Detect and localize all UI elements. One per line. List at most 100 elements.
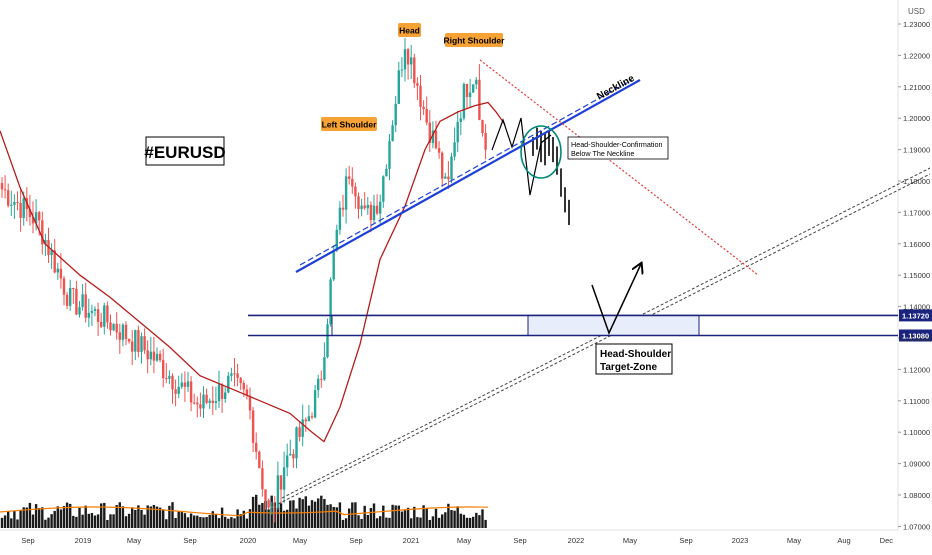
volume-bar <box>137 505 140 528</box>
candle-body <box>348 176 351 179</box>
candle-body <box>344 176 348 210</box>
candle-body <box>41 220 44 245</box>
confirmation-text-1: Head-Shoulder-Confirmation <box>571 140 663 149</box>
candle-body <box>255 442 258 452</box>
candle-body <box>273 506 276 508</box>
volume-bar <box>193 515 196 528</box>
x-tick-label: May <box>787 536 801 545</box>
volume-bar <box>196 515 199 528</box>
candle-body <box>7 190 10 206</box>
candle-body <box>465 83 469 98</box>
neckline-dashed <box>299 79 633 266</box>
candle-body <box>267 500 270 508</box>
y-tick-label: 1.07000 <box>903 522 930 531</box>
volume-bar <box>428 519 431 528</box>
candle-body <box>375 205 379 214</box>
volume-bar <box>338 502 342 528</box>
candle-body <box>131 341 134 352</box>
candle-body <box>307 416 311 422</box>
candle-body <box>335 229 338 251</box>
volume-bar <box>351 502 354 528</box>
volume-bar <box>406 507 410 528</box>
volume-bar <box>286 509 289 528</box>
y-tick-label: 1.19000 <box>903 146 930 155</box>
currency-label: USD <box>908 7 925 16</box>
candle-body <box>366 204 369 209</box>
volume-bar <box>239 514 242 528</box>
candle-body <box>431 130 435 143</box>
candle-body <box>397 70 400 104</box>
candle-body <box>481 119 484 134</box>
y-tick-label: 1.10000 <box>903 428 930 437</box>
y-tick-label: 1.15000 <box>903 271 930 280</box>
volume-bar <box>168 505 171 528</box>
volume-bar <box>279 503 283 528</box>
candle-body <box>459 118 462 123</box>
candle-body <box>134 330 137 352</box>
volume-bar <box>258 504 261 528</box>
candle-body <box>478 79 481 120</box>
y-tick-label: 1.20000 <box>903 114 930 123</box>
neckline-label: Neckline <box>595 73 637 103</box>
volume-bar <box>121 506 125 528</box>
volume-bar <box>289 500 292 528</box>
volume-bar <box>375 518 379 528</box>
candle-body <box>354 186 357 197</box>
volume-bar <box>180 512 183 528</box>
volume-bar <box>118 502 121 528</box>
candle-body <box>127 339 131 342</box>
candle-body <box>146 350 149 360</box>
volume-bar <box>186 517 190 528</box>
candle-body <box>444 176 447 179</box>
volume-bar <box>369 508 373 528</box>
volume-bar <box>462 514 466 528</box>
candle-body <box>224 392 227 399</box>
volume-bar <box>307 505 311 528</box>
candle-body <box>313 390 317 418</box>
volume-bar <box>75 516 78 528</box>
candle-body <box>251 410 255 443</box>
volume-bar <box>59 509 63 528</box>
candle-body <box>38 212 41 221</box>
y-tick-label: 1.22000 <box>903 51 930 60</box>
candle-body <box>425 109 428 123</box>
volume-bar <box>481 509 484 528</box>
volume-bar <box>317 498 320 528</box>
volume-bar <box>301 499 304 528</box>
volume-bar <box>0 517 4 528</box>
x-tick-label: 2020 <box>240 536 257 545</box>
confirmation-box <box>567 136 669 160</box>
candle-body <box>394 103 397 126</box>
volume-bar <box>230 517 233 528</box>
symbol-tag-box <box>145 136 225 166</box>
volume-bar <box>363 505 366 528</box>
volume-bar <box>227 518 230 528</box>
volume-bar <box>292 500 295 528</box>
volume-bar <box>465 517 469 528</box>
candle-body <box>214 401 218 404</box>
volume-average-line <box>0 506 489 517</box>
volume-bar <box>38 508 41 528</box>
candle-body <box>19 203 22 218</box>
y-tick-label: 1.21000 <box>903 83 930 92</box>
candle-body <box>118 332 121 340</box>
y-tick-label: 1.09000 <box>903 460 930 469</box>
volume-bar <box>224 516 227 528</box>
candle-body <box>372 205 376 221</box>
volume-bar <box>149 506 152 528</box>
x-tick-label: Sep <box>21 536 34 545</box>
candle-body <box>239 377 242 383</box>
volume-bar <box>444 512 447 528</box>
volume-bar <box>31 514 35 528</box>
candle-body <box>279 475 283 490</box>
volume-bar <box>323 499 326 528</box>
candle-body <box>329 279 332 325</box>
candle-body <box>87 312 90 318</box>
candle-body <box>196 402 199 405</box>
y-tick-label: 1.17000 <box>903 208 930 217</box>
candle-body <box>400 69 404 71</box>
volume-bar <box>171 502 174 528</box>
volume-bar <box>100 503 103 528</box>
volume-bar <box>416 517 419 528</box>
candle-body <box>403 49 407 70</box>
